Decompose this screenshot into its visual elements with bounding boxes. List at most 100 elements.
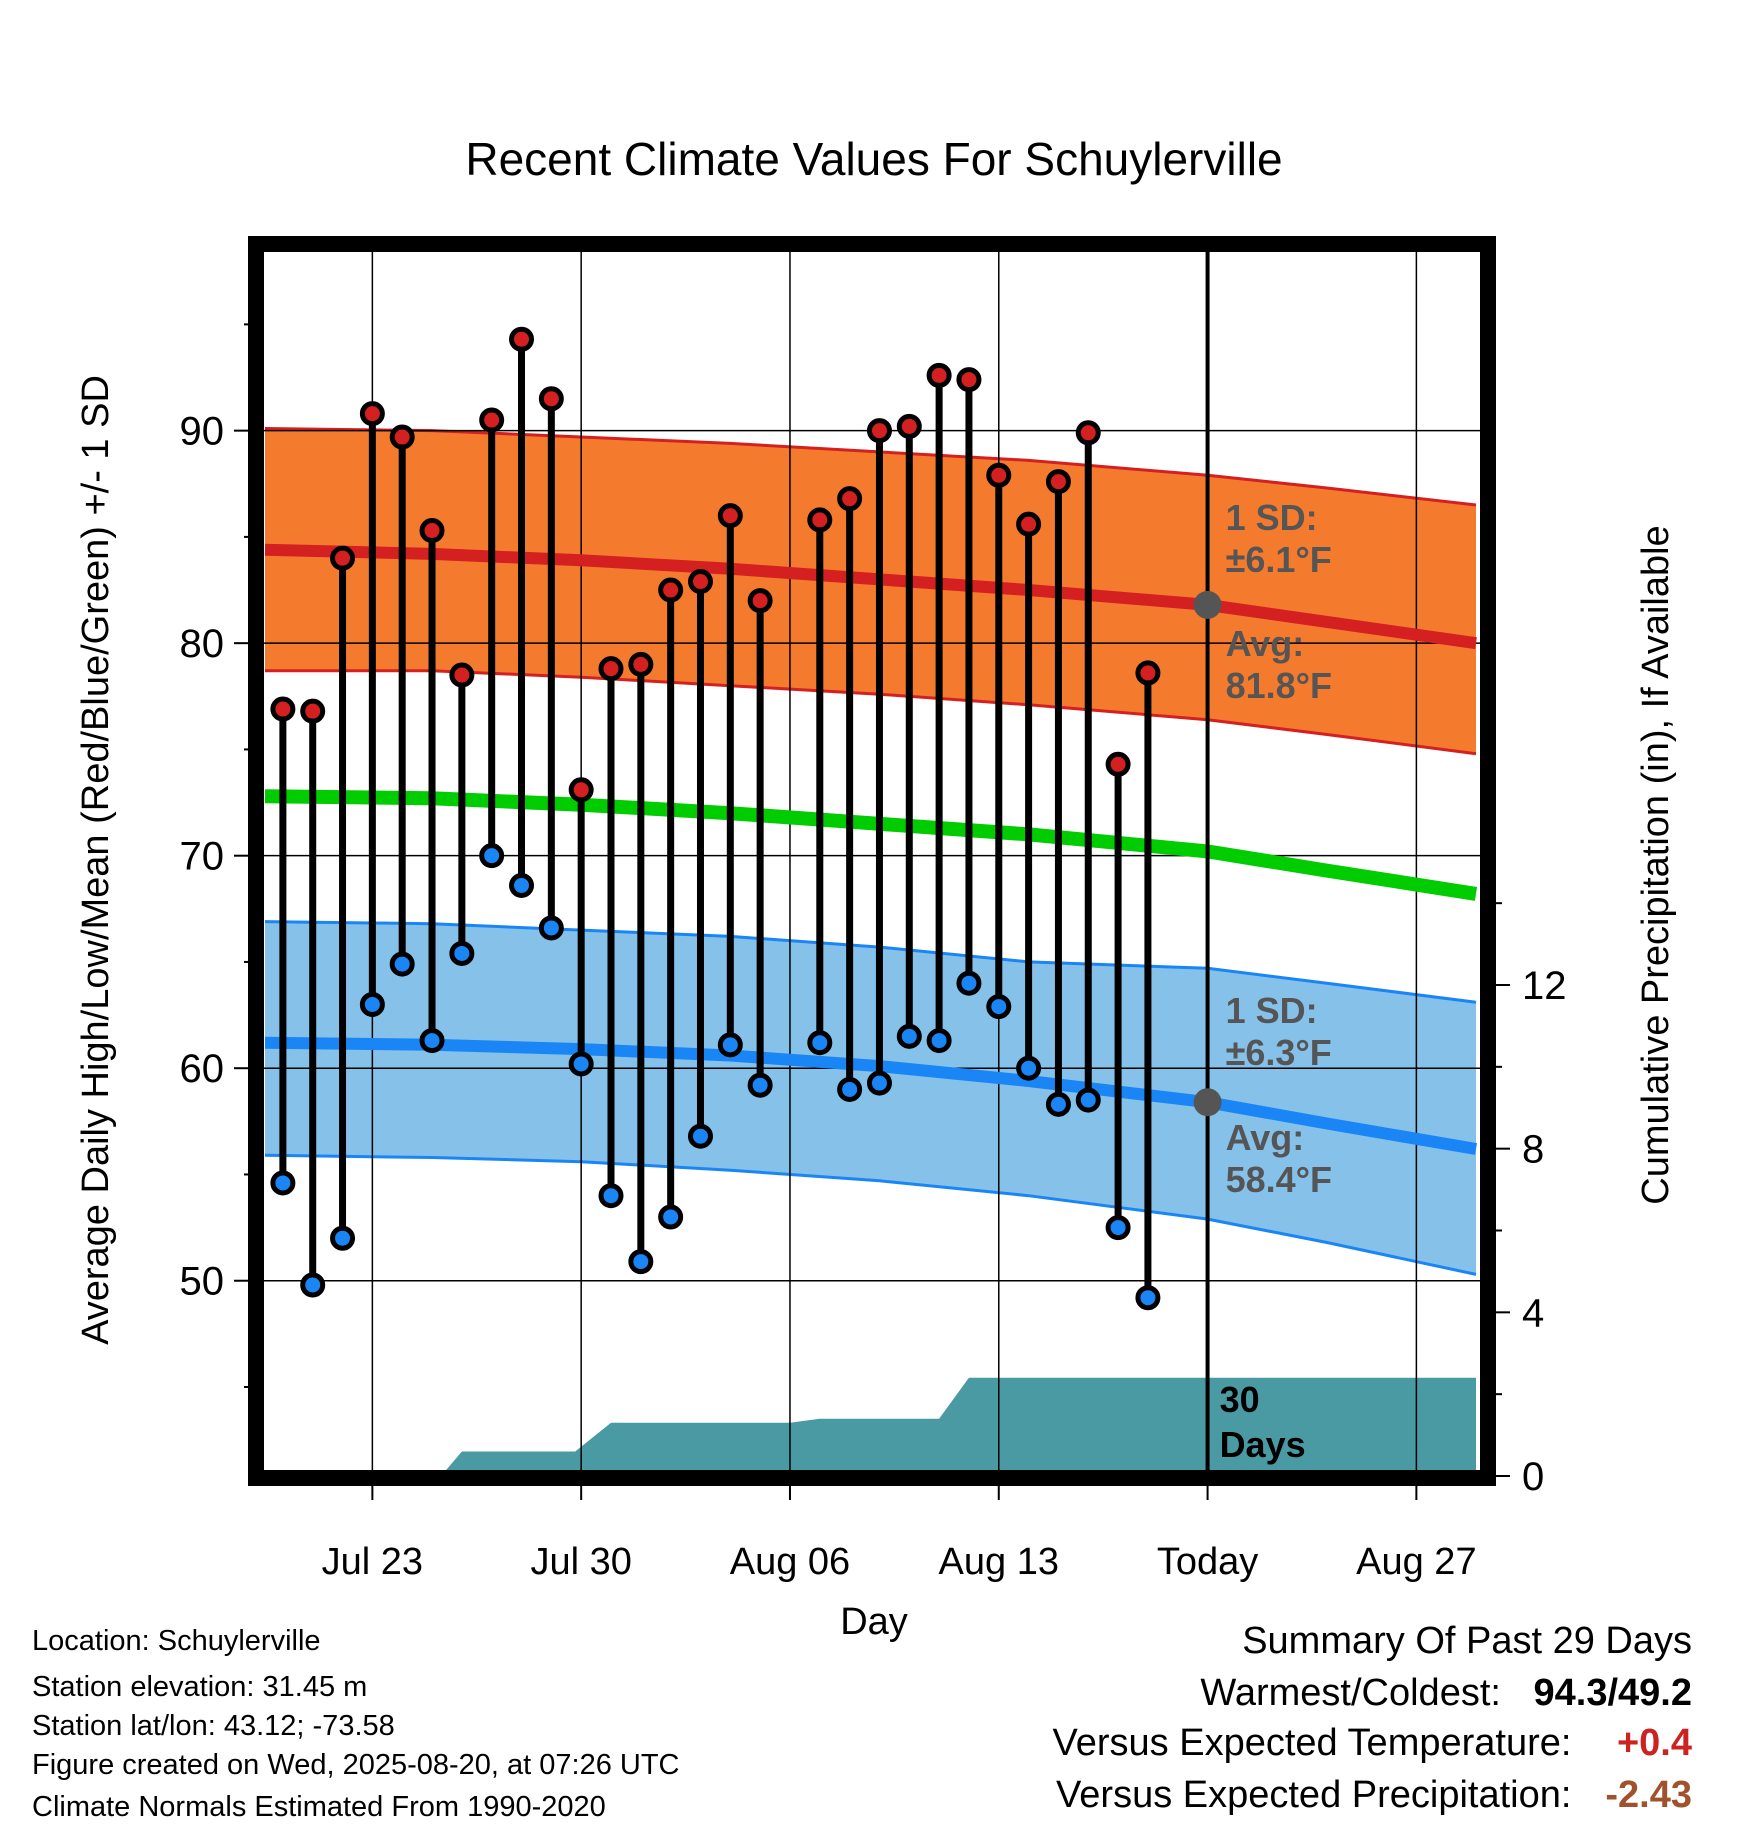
low-point	[1045, 1091, 1071, 1117]
high-point	[1135, 660, 1161, 686]
high-avg-label: Avg: 81.8°F	[1226, 623, 1332, 706]
low-sd-label: 1 SD: ±6.3°F	[1226, 990, 1332, 1073]
summary-precip-row: Versus Expected Precipitation: -2.43	[1056, 1774, 1692, 1817]
y-tick-label: 50	[180, 1260, 225, 1304]
high-point	[449, 662, 475, 688]
y-tick-label: 80	[180, 622, 225, 666]
high-point	[658, 577, 684, 603]
high-point	[300, 698, 326, 724]
info-latlon: Station lat/lon: 43.12; -73.58	[32, 1710, 395, 1742]
summary-title: Summary Of Past 29 Days	[1242, 1620, 1692, 1662]
high-point	[1016, 511, 1042, 537]
high-point	[866, 418, 892, 444]
high-avg-label-line: 81.8°F	[1226, 665, 1332, 706]
high-point	[1045, 469, 1071, 495]
y-right-tick-label: 4	[1522, 1291, 1544, 1335]
high-sd-label: 1 SD: ±6.1°F	[1226, 497, 1332, 580]
summary-temp-label: Versus Expected Temperature:	[1052, 1722, 1572, 1764]
chart-title: Recent Climate Values For Schuylerville	[465, 133, 1282, 185]
low-point	[270, 1170, 296, 1196]
y-tick-label: 60	[180, 1047, 225, 1091]
high-point	[509, 326, 535, 352]
low-sd-label-line: ±6.3°F	[1226, 1032, 1332, 1073]
high-sd-label-line: ±6.1°F	[1226, 539, 1332, 580]
high-point	[568, 777, 594, 803]
summary-temp-row: Versus Expected Temperature: +0.4	[1053, 1722, 1692, 1765]
high-point	[479, 407, 505, 433]
low-point	[568, 1051, 594, 1077]
low-point	[628, 1249, 654, 1275]
high-point	[956, 367, 982, 393]
high-point	[896, 413, 922, 439]
low-point	[419, 1028, 445, 1054]
y-right-tick-label: 12	[1522, 964, 1567, 1008]
today-low-avg-marker	[1193, 1088, 1222, 1117]
low-point	[837, 1076, 863, 1102]
today-days-label: 30 Days	[1220, 1379, 1306, 1465]
high-point	[747, 588, 773, 614]
x-tick-label: Jul 23	[322, 1541, 423, 1583]
today-days-label-line: 30	[1220, 1379, 1260, 1420]
low-point	[598, 1183, 624, 1209]
high-avg-label-line: Avg:	[1226, 623, 1305, 664]
high-point	[926, 362, 952, 388]
high-point	[270, 696, 296, 722]
low-point	[1016, 1055, 1042, 1081]
x-tick-label: Aug 27	[1356, 1541, 1476, 1583]
low-point	[330, 1225, 356, 1251]
high-point	[1105, 751, 1131, 777]
summary-warmest-value: 94.3/49.2	[1533, 1672, 1692, 1714]
high-point	[986, 462, 1012, 488]
info-location: Location: Schuylerville	[32, 1625, 321, 1657]
low-point	[807, 1030, 833, 1056]
low-point	[986, 994, 1012, 1020]
low-point	[1105, 1215, 1131, 1241]
summary-warmest-row: Warmest/Coldest: 94.3/49.2	[1200, 1672, 1692, 1715]
info-created: Figure created on Wed, 2025-08-20, at 07…	[32, 1749, 680, 1781]
plot-frame	[248, 236, 1496, 1486]
low-point	[896, 1023, 922, 1049]
high-sd-label-line: 1 SD:	[1226, 497, 1318, 538]
y-axis-label: Average Daily High/Low/Mean (Red/Blue/Gr…	[75, 375, 117, 1345]
low-point	[359, 991, 385, 1017]
low-point	[479, 843, 505, 869]
low-point	[389, 951, 415, 977]
low-point	[1135, 1285, 1161, 1311]
low-point	[956, 970, 982, 996]
high-point	[807, 507, 833, 533]
low-lower-line	[264, 1153, 1477, 1276]
x-tick-label: Aug 13	[939, 1541, 1059, 1583]
low-point	[658, 1204, 684, 1230]
today-high-avg-marker	[1193, 590, 1222, 619]
x-tick-label: Aug 06	[730, 1541, 850, 1583]
high-point	[717, 503, 743, 529]
high-point	[1075, 420, 1101, 446]
high-point	[389, 424, 415, 450]
low-point	[687, 1123, 713, 1149]
low-sd-band	[265, 921, 1476, 1275]
low-point	[717, 1032, 743, 1058]
plot-area	[262, 250, 1482, 1472]
low-avg-label-line: Avg:	[1226, 1117, 1305, 1158]
low-point	[866, 1070, 892, 1096]
low-point	[926, 1028, 952, 1054]
high-point	[598, 656, 624, 682]
x-tick-label: Today	[1157, 1541, 1258, 1583]
low-point	[449, 940, 475, 966]
low-sd-label-line: 1 SD:	[1226, 990, 1318, 1031]
high-point	[330, 545, 356, 571]
info-normals: Climate Normals Estimated From 1990-2020	[32, 1791, 606, 1823]
high-point	[837, 486, 863, 512]
mean-avg-line	[264, 789, 1478, 901]
high-sd-band	[265, 428, 1476, 754]
info-elevation: Station elevation: 31.45 m	[32, 1671, 368, 1703]
low-point	[300, 1272, 326, 1298]
summary-precip-value: -2.43	[1605, 1774, 1692, 1816]
low-point	[1075, 1087, 1101, 1113]
low-point	[509, 872, 535, 898]
high-point	[419, 518, 445, 544]
low-point	[747, 1072, 773, 1098]
summary-precip-label: Versus Expected Precipitation:	[1056, 1774, 1572, 1816]
y-right-tick-label: 8	[1522, 1128, 1544, 1172]
